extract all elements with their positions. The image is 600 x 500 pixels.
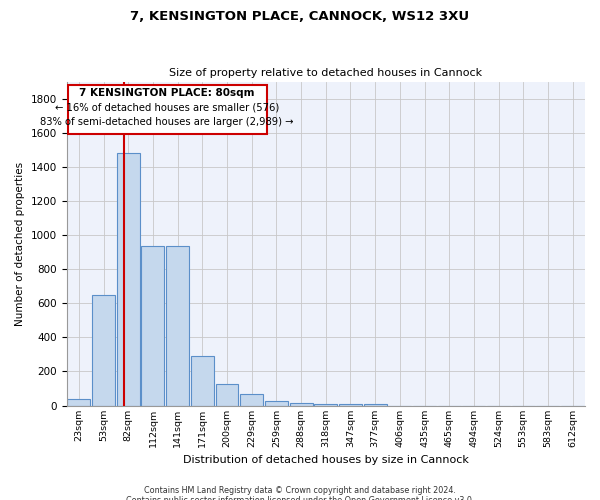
Text: 83% of semi-detached houses are larger (2,989) →: 83% of semi-detached houses are larger (…: [40, 116, 294, 126]
Bar: [339, 404, 362, 406]
Bar: [215, 384, 238, 406]
Title: Size of property relative to detached houses in Cannock: Size of property relative to detached ho…: [169, 68, 482, 78]
Bar: [117, 153, 140, 406]
Bar: [314, 404, 337, 406]
Bar: [290, 403, 313, 406]
Text: 7, KENSINGTON PLACE, CANNOCK, WS12 3XU: 7, KENSINGTON PLACE, CANNOCK, WS12 3XU: [130, 10, 470, 23]
Bar: [191, 356, 214, 406]
X-axis label: Distribution of detached houses by size in Cannock: Distribution of detached houses by size …: [183, 455, 469, 465]
Bar: [364, 404, 386, 406]
Bar: [142, 246, 164, 406]
Y-axis label: Number of detached properties: Number of detached properties: [15, 162, 25, 326]
Text: ← 16% of detached houses are smaller (576): ← 16% of detached houses are smaller (57…: [55, 102, 279, 113]
Bar: [240, 394, 263, 406]
Text: 7 KENSINGTON PLACE: 80sqm: 7 KENSINGTON PLACE: 80sqm: [79, 88, 255, 99]
Bar: [166, 246, 189, 406]
Text: Contains public sector information licensed under the Open Government Licence v3: Contains public sector information licen…: [126, 496, 474, 500]
Bar: [92, 294, 115, 406]
Bar: [67, 398, 91, 406]
Bar: [265, 402, 288, 406]
FancyBboxPatch shape: [68, 85, 266, 134]
Text: Contains HM Land Registry data © Crown copyright and database right 2024.: Contains HM Land Registry data © Crown c…: [144, 486, 456, 495]
